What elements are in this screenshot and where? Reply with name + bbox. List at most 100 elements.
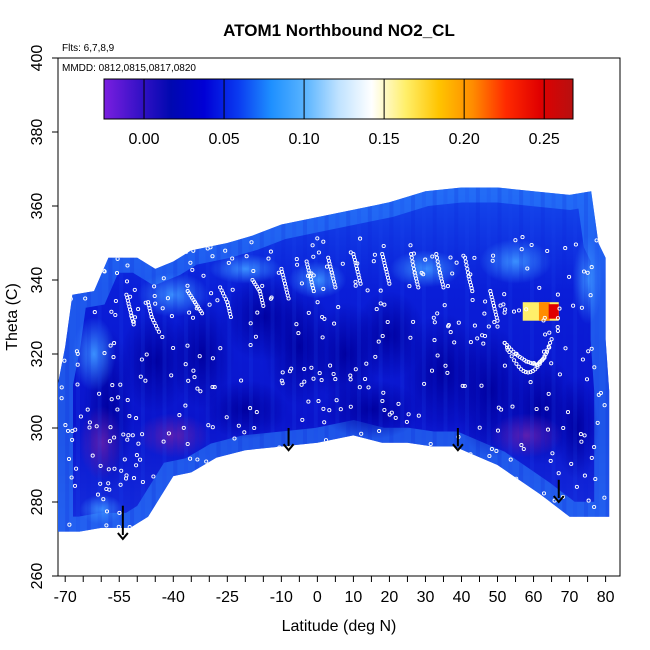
sample-point	[95, 492, 101, 497]
heatmap-streak	[162, 187, 167, 532]
sample-point	[152, 320, 157, 325]
sample-point	[416, 285, 421, 290]
sample-point	[526, 370, 531, 375]
sample-point	[492, 489, 497, 494]
sample-point	[311, 289, 316, 294]
sample-point	[563, 246, 568, 251]
sample-point	[437, 495, 442, 500]
x-tick-label: 10	[345, 589, 363, 606]
dates-label: MMDD: 0812,0815,0817,0820	[62, 63, 196, 74]
sample-point	[72, 483, 78, 488]
sample-point	[85, 407, 90, 412]
heatmap-streak	[367, 187, 372, 532]
sample-point	[425, 528, 431, 532]
x-tick-label: -25	[216, 589, 239, 606]
sample-point	[495, 318, 500, 323]
sample-point	[300, 507, 305, 512]
sample-point	[348, 373, 353, 378]
sample-point	[450, 271, 455, 276]
sample-point	[190, 267, 195, 272]
sample-point	[103, 255, 108, 260]
sample-point	[381, 390, 386, 395]
sample-point	[495, 324, 500, 329]
sample-point	[547, 330, 552, 335]
heatmap-streak	[594, 187, 599, 532]
sample-point	[87, 425, 92, 430]
heatmap-streak	[573, 187, 578, 532]
sample-point	[366, 385, 371, 390]
sample-point	[108, 425, 113, 430]
heatmap-streak	[259, 187, 264, 532]
sample-point	[160, 306, 165, 311]
sample-point	[417, 527, 423, 532]
arrow-markers	[117, 428, 565, 541]
sample-point	[545, 348, 550, 353]
sample-point	[494, 448, 499, 454]
sample-point	[267, 502, 272, 507]
sample-point	[306, 310, 311, 315]
sample-point	[400, 456, 405, 461]
sample-point	[134, 453, 139, 458]
sample-point	[432, 338, 437, 343]
sample-point	[406, 412, 411, 417]
sample-point	[108, 236, 113, 241]
sample-point	[256, 455, 261, 460]
sample-point	[482, 311, 487, 316]
x-tick-label: -70	[54, 589, 77, 606]
colorbar-tick-label: 0.25	[529, 131, 560, 148]
y-axis-title: Theta (C)	[4, 283, 21, 351]
sample-point	[138, 457, 143, 462]
sample-point	[600, 524, 605, 530]
sample-point	[579, 529, 584, 532]
sample-point	[348, 404, 353, 409]
sample-point	[87, 420, 92, 425]
sample-point	[446, 324, 451, 329]
sample-point	[492, 320, 497, 325]
sample-point	[502, 310, 507, 315]
sample-point	[152, 293, 157, 299]
sample-point	[479, 383, 484, 388]
sample-point	[328, 363, 333, 368]
sample-point	[316, 399, 321, 404]
sample-point	[373, 354, 378, 359]
sample-point	[78, 414, 83, 419]
heatmap-streak	[238, 187, 243, 532]
sample-point	[69, 475, 74, 480]
heatmap-streak	[378, 187, 383, 532]
sample-point	[300, 417, 305, 422]
sample-point	[592, 445, 597, 450]
sample-point	[588, 293, 593, 298]
sample-point	[130, 433, 135, 438]
sample-point	[317, 443, 322, 448]
sample-point	[110, 383, 115, 388]
sample-point	[365, 288, 370, 293]
sample-point	[101, 497, 106, 502]
sample-point	[212, 385, 217, 390]
sample-point	[70, 437, 75, 442]
sample-point	[524, 307, 529, 312]
sample-point	[111, 355, 116, 360]
sample-point	[310, 461, 315, 466]
sample-point	[232, 436, 237, 441]
heatmap-streak	[583, 187, 588, 532]
heatmap-streak	[205, 187, 210, 532]
sample-point	[206, 423, 211, 428]
sample-point	[177, 413, 182, 418]
x-axis-title: Latitude (deg N)	[282, 618, 397, 635]
sample-point	[98, 481, 103, 486]
heatmap-streak	[281, 187, 286, 532]
sample-point	[183, 362, 188, 367]
sample-point	[301, 477, 306, 482]
sample-point	[112, 435, 117, 440]
heatmap-streak	[421, 187, 426, 532]
colorbar-tick-label: 0.05	[208, 131, 239, 148]
sample-point	[546, 391, 551, 396]
sample-point	[248, 460, 253, 466]
sample-point	[288, 526, 293, 531]
sample-point	[124, 473, 129, 478]
colorbar-tick-label: 0.20	[449, 131, 480, 148]
sample-point	[215, 298, 220, 303]
sample-point	[477, 425, 482, 430]
sample-point	[535, 364, 540, 369]
sample-point	[125, 263, 130, 268]
